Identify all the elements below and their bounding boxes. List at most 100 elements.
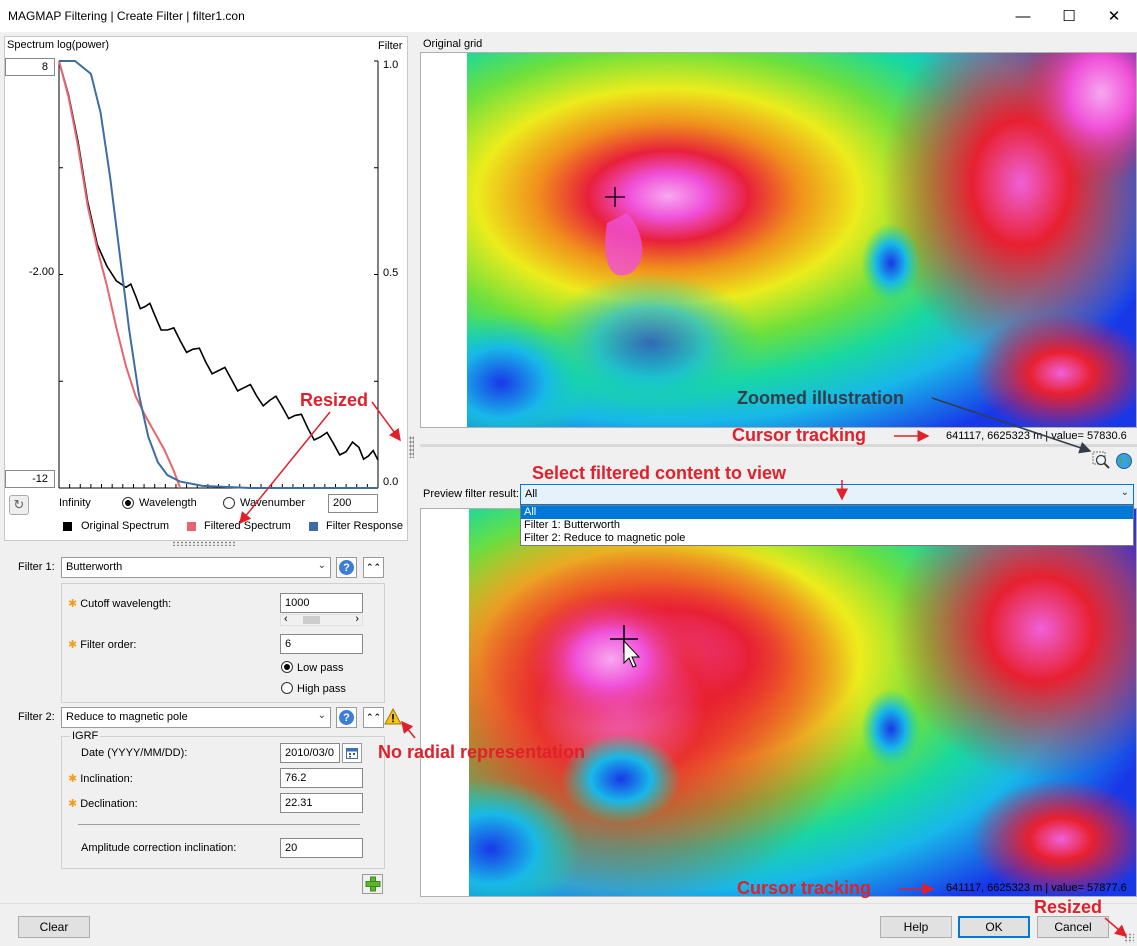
filtered-spectrum-line [58, 60, 182, 489]
declination-label: ✱ Declination: [68, 798, 138, 810]
legend-swatch-response [309, 522, 318, 531]
window-title: MAGMAP Filtering | Create Filter | filte… [8, 9, 245, 23]
filter1-collapse-button[interactable]: ⌃⌃ [363, 557, 384, 578]
high-pass-radio[interactable] [281, 682, 293, 694]
cutoff-label: ✱ Cutoff wavelength: [68, 598, 172, 610]
preview-dropdown-list[interactable]: All Filter 1: Butterworth Filter 2: Redu… [520, 505, 1134, 546]
preview-option[interactable]: Filter 1: Butterworth [524, 519, 620, 531]
y-min-input[interactable]: -12 [5, 470, 55, 488]
x-axis-left-label: Infinity [59, 497, 91, 509]
calendar-button[interactable] [342, 743, 362, 763]
close-icon: ✕ [1107, 8, 1121, 25]
preview-status-text: 641117, 6625323 m | value= 57877.6 [946, 882, 1127, 894]
close-button[interactable]: ✕ [1091, 0, 1137, 32]
date-label: Date (YYYY/MM/DD): [81, 747, 188, 759]
original-grid-title: Original grid [423, 38, 483, 50]
declination-input[interactable]: 22.31 [280, 793, 363, 813]
preview-select[interactable]: All ⌄ [520, 484, 1134, 505]
help-icon: ? [339, 710, 354, 725]
filter-axis-title: Filter [378, 40, 403, 52]
preview-label: Preview filter result: [423, 488, 519, 500]
y-mid-label: -2.00 [29, 266, 55, 278]
vertical-splitter[interactable] [409, 436, 414, 458]
collapse-up-icon: ⌃⌃ [365, 712, 382, 722]
chevron-left-icon: ‹ [284, 613, 288, 625]
igrf-group-title: IGRF [70, 730, 101, 742]
legend-swatch-original [63, 522, 72, 531]
collapse-up-icon: ⌃⌃ [365, 562, 382, 572]
horizontal-splitter[interactable] [172, 541, 236, 546]
original-spectrum-line [58, 60, 379, 461]
globe-icon[interactable] [1115, 452, 1133, 470]
clear-button[interactable]: Clear [18, 916, 90, 938]
legend-filtered: Filtered Spectrum [204, 520, 291, 532]
cancel-button[interactable]: Cancel [1037, 916, 1109, 938]
preview-grid-view[interactable] [420, 508, 1137, 897]
low-pass-radio[interactable] [281, 661, 293, 673]
annotation-cursor-tracking-top: Cursor tracking [732, 425, 867, 445]
filter1-type-select[interactable]: Butterworth ⌄ [61, 557, 331, 578]
annotation-select-filtered: Select filtered content to view [532, 463, 787, 483]
slider-thumb[interactable] [303, 616, 320, 624]
preview-selected-value: All [525, 488, 538, 500]
cutoff-input[interactable]: 1000 [280, 593, 363, 613]
inclination-label: ✱ Inclination: [68, 773, 133, 785]
spectrum-chart [58, 60, 379, 489]
maximize-button[interactable]: ☐ [1046, 0, 1092, 32]
amplitude-input[interactable]: 20 [280, 838, 363, 858]
zoom-magnifier-icon[interactable] [1092, 451, 1111, 469]
original-grid-view[interactable] [420, 52, 1137, 428]
filter-response-line [59, 60, 378, 489]
add-filter-button[interactable] [362, 874, 383, 894]
wavelength-label: Wavelength [139, 497, 197, 509]
chevron-down-icon: ⌄ [1120, 487, 1129, 498]
help-icon: ? [339, 560, 354, 575]
order-input[interactable]: 6 [280, 634, 363, 654]
chevron-down-icon: ⌄ [317, 710, 326, 721]
high-pass-label: High pass [297, 683, 346, 695]
resize-grip[interactable] [1124, 933, 1134, 943]
x-right-input[interactable]: 200 [328, 494, 378, 513]
y-max-input[interactable]: 8 [5, 58, 55, 76]
preview-option[interactable]: Filter 2: Reduce to magnetic pole [524, 532, 686, 544]
ok-button[interactable]: OK [958, 916, 1030, 938]
preview-grid-image [421, 509, 1136, 896]
annotation-no-radial: No radial representation [378, 742, 586, 762]
reset-zoom-button[interactable]: ↻ [9, 495, 29, 515]
undo-icon: ↻ [13, 497, 25, 512]
title-bar: MAGMAP Filtering | Create Filter | filte… [0, 0, 1137, 32]
grid-splitter[interactable] [420, 444, 1137, 447]
annotation-resized-top: Resized [300, 390, 369, 410]
filter2-collapse-button[interactable]: ⌃⌃ [363, 707, 384, 728]
order-label: ✱ Filter order: [68, 639, 137, 651]
original-status-text: 641117, 6625323 m | value= 57830.6 [946, 430, 1127, 442]
filter2-type-select[interactable]: Reduce to magnetic pole ⌄ [61, 707, 331, 728]
preview-option[interactable]: All [521, 506, 1133, 519]
filter2-type-value: Reduce to magnetic pole [66, 711, 188, 723]
right-tick-label: 0.0 [383, 476, 399, 488]
cutoff-slider[interactable]: ‹ › [280, 613, 363, 626]
spectrum-panel[interactable]: Spectrum log(power) Filter 8 -2.00 -12 1… [4, 36, 408, 541]
help-button[interactable]: Help [880, 916, 952, 938]
calendar-icon [346, 748, 358, 759]
maximize-icon: ☐ [1062, 8, 1076, 25]
original-grid-image [421, 53, 1136, 427]
wavenumber-radio[interactable] [223, 497, 235, 509]
filter1-help-button[interactable]: ? [336, 557, 357, 578]
wavelength-radio[interactable] [122, 497, 134, 509]
inclination-input[interactable]: 76.2 [280, 768, 363, 788]
legend-original: Original Spectrum [81, 520, 170, 532]
filter2-label: Filter 2: [18, 711, 55, 723]
annotation-resized-bottom: Resized [1034, 897, 1103, 917]
date-input[interactable]: 2010/03/0 [280, 743, 340, 763]
wavenumber-label: Wavenumber [240, 497, 306, 509]
amplitude-label: Amplitude correction inclination: [81, 842, 237, 854]
minimize-button[interactable]: — [1000, 0, 1046, 32]
filter2-help-button[interactable]: ? [336, 707, 357, 728]
igrf-group [61, 736, 385, 869]
annotation-cursor-tracking-bottom: Cursor tracking [737, 878, 872, 898]
right-tick-label: 1.0 [383, 59, 399, 71]
legend-swatch-filtered [187, 522, 196, 531]
warning-icon [384, 708, 402, 725]
spectrum-title: Spectrum log(power) [7, 39, 110, 51]
